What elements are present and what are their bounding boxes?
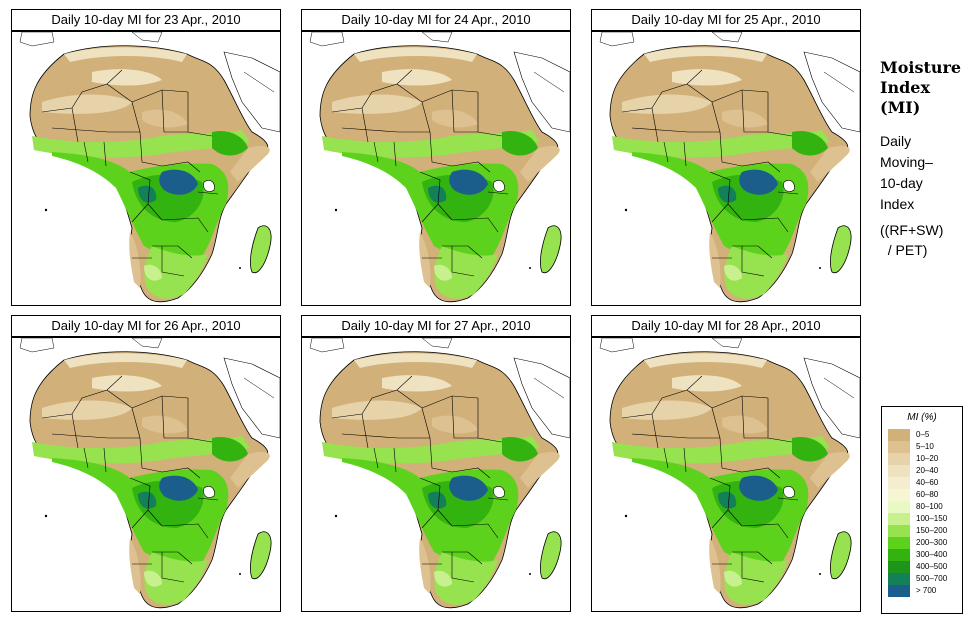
panel-title: Daily 10-day MI for 27 Apr., 2010 (301, 315, 571, 337)
legend-item: 20–40 (888, 465, 958, 477)
panel-title: Daily 10-day MI for 25 Apr., 2010 (591, 9, 861, 31)
index-formula: ((RF+SW) / PET) (880, 220, 970, 260)
legend-swatch (888, 585, 910, 597)
legend-swatch (888, 549, 910, 561)
legend-item: 200–300 (888, 537, 958, 549)
legend-title: MI (%) (907, 412, 937, 423)
legend-swatch (888, 477, 910, 489)
legend-label: 80–100 (916, 502, 943, 511)
legend-label: > 700 (916, 586, 937, 595)
panel-title: Daily 10-day MI for 28 Apr., 2010 (591, 315, 861, 337)
africa-moisture-map (591, 31, 861, 306)
legend-label: 40–60 (916, 478, 939, 487)
map-panel-1: Daily 10-day MI for 23 Apr., 2010 (11, 9, 281, 306)
legend-label: 20–40 (916, 466, 939, 475)
legend-swatch (888, 513, 910, 525)
legend-label: 100–150 (916, 514, 948, 523)
africa-moisture-map (301, 31, 571, 306)
description-line: Index (880, 196, 915, 212)
legend-item: 400–500 (888, 561, 958, 573)
legend-item: 5–10 (888, 441, 958, 453)
legend-item: 500–700 (888, 573, 958, 585)
panel-title: Daily 10-day MI for 24 Apr., 2010 (301, 9, 571, 31)
legend-swatch (888, 537, 910, 549)
legend-item: 150–200 (888, 525, 958, 537)
heading-line: (MI) (880, 98, 921, 117)
legend-swatch (888, 573, 910, 585)
description-line: 10-day (880, 175, 923, 191)
africa-moisture-map (301, 337, 571, 612)
legend-swatch (888, 501, 910, 513)
map-panel-6: Daily 10-day MI for 28 Apr., 2010 (591, 315, 861, 612)
color-legend: MI (%) 0–5 5–10 10–20 20–40 40–60 60–80 80–100… (881, 406, 963, 614)
description-line: Moving– (880, 154, 933, 170)
legend-item: 80–100 (888, 501, 958, 513)
legend-label: 5–10 (916, 442, 934, 451)
legend-label: 500–700 (916, 574, 948, 583)
formula-line: ((RF+SW) (880, 222, 944, 238)
legend-item: 10–20 (888, 453, 958, 465)
description-line: Daily (880, 133, 912, 149)
africa-moisture-map (11, 337, 281, 612)
legend-swatch (888, 561, 910, 573)
legend-label: 60–80 (916, 490, 939, 499)
legend-swatch (888, 525, 910, 537)
legend-swatch (888, 465, 910, 477)
legend-swatch (888, 441, 910, 453)
legend-items: 0–5 5–10 10–20 20–40 40–60 60–80 80–100 100–150… (888, 429, 958, 597)
heading-line: Moisture (880, 58, 962, 77)
map-panel-4: Daily 10-day MI for 26 Apr., 2010 (11, 315, 281, 612)
africa-moisture-map (591, 337, 861, 612)
panel-title: Daily 10-day MI for 26 Apr., 2010 (11, 315, 281, 337)
legend-swatch (888, 453, 910, 465)
map-panel-2: Daily 10-day MI for 24 Apr., 2010 (301, 9, 571, 306)
index-description: Daily Moving– 10-day Index (880, 131, 970, 215)
heading-line: Index (880, 78, 931, 97)
legend-label: 300–400 (916, 550, 948, 559)
legend-label: 400–500 (916, 562, 948, 571)
legend-item: 60–80 (888, 489, 958, 501)
legend-swatch (888, 429, 910, 441)
legend-item: 0–5 (888, 429, 958, 441)
legend-item: 100–150 (888, 513, 958, 525)
legend-swatch (888, 489, 910, 501)
legend-label: 200–300 (916, 538, 948, 547)
legend-item: > 700 (888, 585, 958, 597)
formula-line: / PET) (880, 242, 928, 258)
legend-label: 10–20 (916, 454, 939, 463)
africa-moisture-map (11, 31, 281, 306)
map-panel-3: Daily 10-day MI for 25 Apr., 2010 (591, 9, 861, 306)
legend-item: 300–400 (888, 549, 958, 561)
legend-label: 150–200 (916, 526, 948, 535)
map-panel-5: Daily 10-day MI for 27 Apr., 2010 (301, 315, 571, 612)
legend-item: 40–60 (888, 477, 958, 489)
index-heading: Moisture Index (MI) (880, 58, 970, 118)
legend-label: 0–5 (916, 430, 930, 439)
panel-title: Daily 10-day MI for 23 Apr., 2010 (11, 9, 281, 31)
